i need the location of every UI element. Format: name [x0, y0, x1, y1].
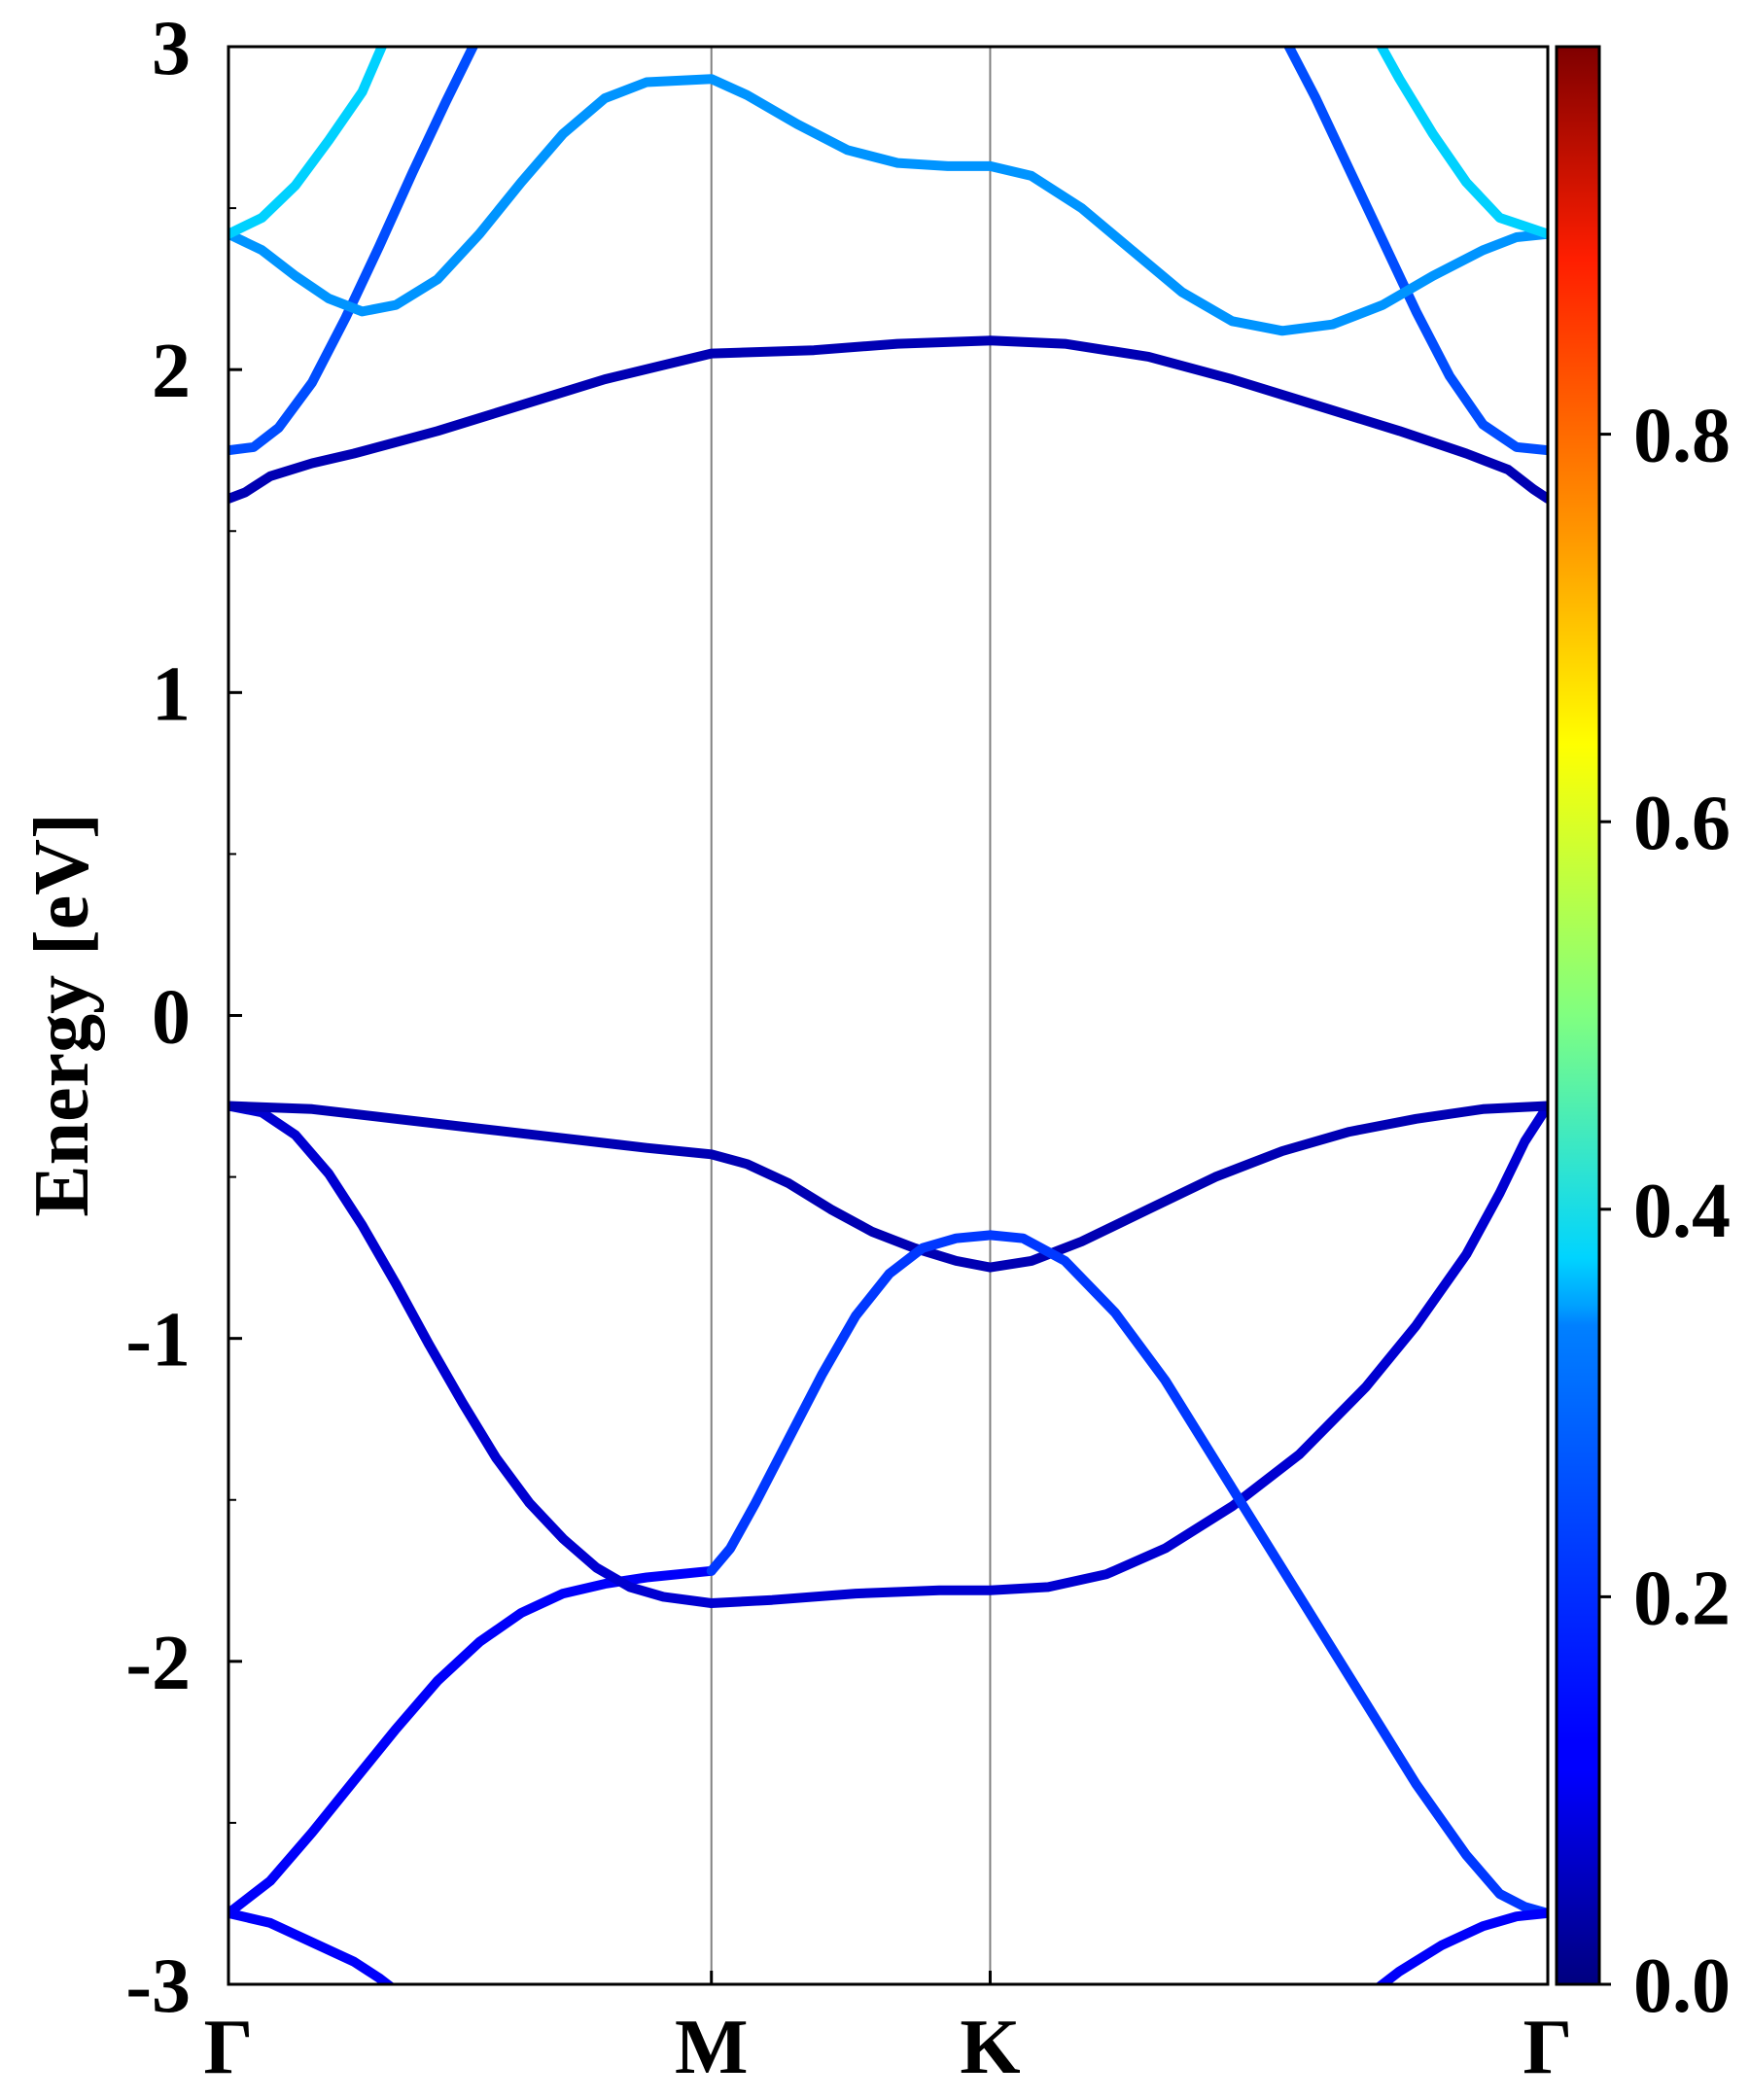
x-tick-label: M	[675, 2005, 749, 2090]
band-vb-middle	[228, 1101, 1548, 1608]
y-tick-label: 3	[152, 6, 191, 91]
colorbar-tick-label: 0.6	[1633, 781, 1731, 866]
colorbar-tick-label: 0.8	[1633, 394, 1731, 479]
band-cb-4-left	[228, 47, 388, 239]
band-vb-upper	[228, 1101, 1548, 1273]
y-tick-label: -3	[125, 1943, 191, 2029]
band-vb-deep-right	[1374, 1908, 1548, 1984]
band-lines	[228, 47, 1548, 1984]
colorbar	[1555, 45, 1601, 1986]
band-vb-deep-low	[228, 1908, 396, 1984]
colorbar-tick-label: 0.4	[1633, 1169, 1731, 1254]
x-tick-label: Γ	[204, 2005, 254, 2090]
x-tick-label: K	[960, 2005, 1020, 2090]
band-cb-lowest	[228, 335, 1548, 504]
band-vb-lower	[228, 1565, 717, 1918]
y-tick-label: 0	[152, 975, 191, 1061]
band-cb-2-right	[1283, 47, 1548, 456]
band-cb-3	[228, 74, 1548, 336]
band-cb-2-left	[228, 47, 479, 456]
colorbar-tick-label: 0.0	[1633, 1943, 1731, 2029]
y-tick-label: 2	[152, 329, 191, 414]
colorbar-axis: 0.0 0.2 0.4 0.6 0.8	[1599, 394, 1731, 2029]
y-tick-label: -1	[125, 1298, 191, 1383]
y-axis: 3 2 1 0 -1 -2 -3	[125, 6, 242, 2029]
band-vb-k-cross	[706, 1230, 1548, 1918]
y-axis-label: Energy [eV]	[19, 813, 105, 1216]
x-tick-label: Γ	[1523, 2005, 1573, 2090]
high-symmetry-lines	[710, 47, 992, 1984]
colorbar-tick-label: 0.2	[1633, 1556, 1731, 1641]
y-tick-label: -2	[125, 1621, 191, 1706]
y-tick-label: 1	[152, 651, 191, 737]
band-cb-4-right	[1376, 47, 1548, 239]
